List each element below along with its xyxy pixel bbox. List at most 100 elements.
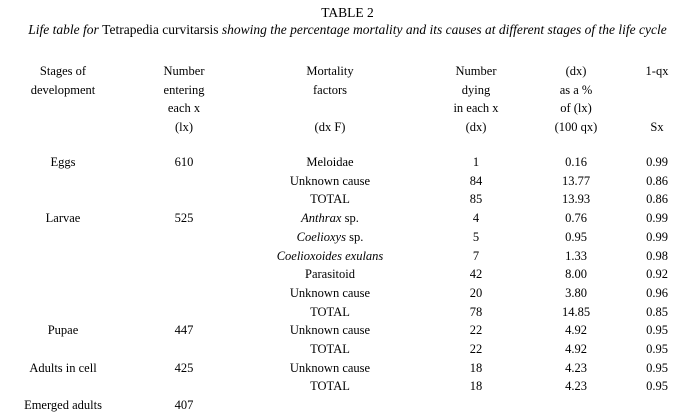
header-pct: (dx) as a % of (lx) (100 qx) — [536, 62, 616, 137]
header-pct-line: (dx) — [565, 64, 587, 78]
header-sx: 1-qx Sx — [630, 62, 684, 137]
pct-cell: 0.95 — [565, 229, 587, 244]
dx-cell: 18 — [469, 360, 483, 375]
header-dx-line: in each x — [453, 101, 499, 116]
header-dx: Number dying in each x (dx) — [436, 62, 516, 137]
dx-cell: 78 — [469, 304, 483, 319]
header-sx-line — [630, 99, 684, 118]
header-stage-line — [0, 118, 126, 137]
header-mortality: Mortality factors (dx F) — [250, 62, 410, 137]
header-mortality-line: factors — [312, 82, 347, 97]
header-mortality-line: Mortality — [306, 64, 354, 78]
header-dx-line: dying — [461, 82, 491, 97]
table-row: TOTAL 18 4.23 0.95 — [0, 377, 695, 396]
header-mortality-line — [250, 99, 410, 118]
table-row: Pupae 447 Unknown cause 22 4.92 0.95 — [0, 321, 695, 340]
pct-cell: 4.23 — [565, 360, 587, 375]
header-sx-line: Sx — [650, 120, 664, 135]
header-stage-line: Stages of — [39, 64, 87, 78]
header-pct-line: as a % — [559, 82, 593, 97]
table-row: Parasitoid 42 8.00 0.92 — [0, 265, 695, 284]
mortality-factor-cell: TOTAL — [250, 303, 410, 322]
table-row: Larvae 525 Anthrax sp. 4 0.76 0.99 — [0, 209, 695, 228]
header-mortality-line: (dx F) — [314, 120, 346, 135]
table-row: Coelioxys sp. 5 0.95 0.99 — [0, 228, 695, 247]
header-lx-line: (lx) — [174, 120, 194, 135]
sx-cell: 0.95 — [646, 360, 668, 375]
dx-cell: 85 — [469, 192, 483, 207]
table-row: Unknown cause 84 13.77 0.86 — [0, 172, 695, 191]
header-pct-line: (100 qx) — [554, 120, 598, 135]
sx-cell: 0.92 — [646, 267, 668, 282]
header-lx-line: Number — [163, 64, 205, 78]
mortality-factor-cell: Parasitoid — [250, 265, 410, 284]
header-stage-line — [0, 99, 126, 118]
mortality-factor-name: Coelioxys — [296, 229, 346, 244]
mortality-factor-name: Unknown cause — [289, 360, 371, 375]
sx-cell: 0.99 — [646, 155, 668, 169]
caption-prefix: Life table for — [28, 22, 103, 37]
sx-cell: 0.99 — [646, 229, 668, 244]
header-stage: Stages of development — [0, 62, 126, 137]
stage-cell: Eggs — [50, 155, 76, 169]
table-row: Unknown cause 20 3.80 0.96 — [0, 284, 695, 303]
pct-cell: 0.16 — [565, 155, 587, 169]
table-row: TOTAL 22 4.92 0.95 — [0, 340, 695, 359]
mortality-factor-cell: Unknown cause — [250, 172, 410, 191]
mortality-factor-cell: Anthrax sp. — [250, 209, 410, 228]
pct-cell: 13.93 — [561, 192, 591, 207]
header-lx-line: entering — [163, 82, 205, 97]
dx-cell: 18 — [469, 379, 483, 394]
lx-cell: 425 — [174, 360, 194, 375]
dx-cell: 42 — [469, 267, 483, 282]
pct-cell: 3.80 — [565, 285, 587, 300]
mortality-factor-cell: Meloidae — [250, 153, 410, 172]
table-row: Eggs 610 Meloidae 1 0.16 0.99 — [0, 153, 695, 172]
table-row: TOTAL 78 14.85 0.85 — [0, 303, 695, 322]
mortality-factor-suffix: sp. — [345, 229, 364, 244]
mortality-factor-cell: TOTAL — [250, 190, 410, 209]
header-lx: Number entering each x (lx) — [148, 62, 220, 137]
mortality-factor-name: TOTAL — [310, 379, 350, 394]
mortality-factor-name: TOTAL — [310, 342, 350, 356]
table-row: Emerged adults 407 — [0, 396, 695, 415]
mortality-factor-cell: Unknown cause — [250, 284, 410, 303]
stage-cell: Pupae — [47, 323, 79, 338]
header-sx-line — [630, 81, 684, 100]
mortality-factor-cell: Coelioxys sp. — [250, 228, 410, 247]
dx-cell: 7 — [472, 248, 480, 263]
sx-cell: 0.99 — [646, 211, 668, 226]
dx-cell: 4 — [472, 211, 480, 226]
dx-cell: 20 — [469, 285, 483, 300]
mortality-factor-cell: TOTAL — [250, 377, 410, 396]
header-lx-line: each x — [167, 101, 201, 116]
sx-cell: 0.85 — [646, 304, 668, 319]
table-row: Coelioxoides exulans 7 1.33 0.98 — [0, 247, 695, 266]
sx-cell: 0.95 — [646, 379, 668, 394]
header-stage-line: development — [30, 82, 96, 97]
sx-cell: 0.98 — [646, 248, 668, 263]
mortality-factor-cell: Coelioxoides exulans — [250, 247, 410, 266]
dx-cell: 22 — [469, 323, 483, 338]
lx-cell: 525 — [174, 211, 194, 226]
sx-cell: 0.95 — [646, 323, 668, 338]
caption-species: Tetrapedia curvitarsis — [102, 22, 219, 37]
mortality-factor-name: Anthrax — [301, 211, 342, 226]
header-pct-line: of (lx) — [560, 101, 592, 116]
pct-cell: 4.92 — [565, 342, 587, 356]
table-row: TOTAL 85 13.93 0.86 — [0, 190, 695, 209]
mortality-factor-name: TOTAL — [310, 192, 350, 207]
table-caption: Life table for Tetrapedia curvitarsis sh… — [0, 22, 695, 38]
lx-cell: 447 — [174, 323, 194, 338]
dx-cell: 22 — [469, 342, 483, 356]
pct-cell: 14.85 — [561, 304, 591, 319]
mortality-factor-cell: Unknown cause — [250, 321, 410, 340]
mortality-factor-suffix: sp. — [341, 211, 359, 226]
dx-cell: 84 — [469, 173, 483, 188]
mortality-factor-name: Parasitoid — [305, 267, 355, 282]
table-label: TABLE 2 — [321, 5, 374, 20]
sx-cell: 0.96 — [646, 285, 668, 300]
header-dx-line: (dx) — [465, 120, 487, 135]
mortality-factor-name: TOTAL — [310, 304, 350, 319]
mortality-factor-name: Coelioxoides exulans — [276, 248, 384, 263]
